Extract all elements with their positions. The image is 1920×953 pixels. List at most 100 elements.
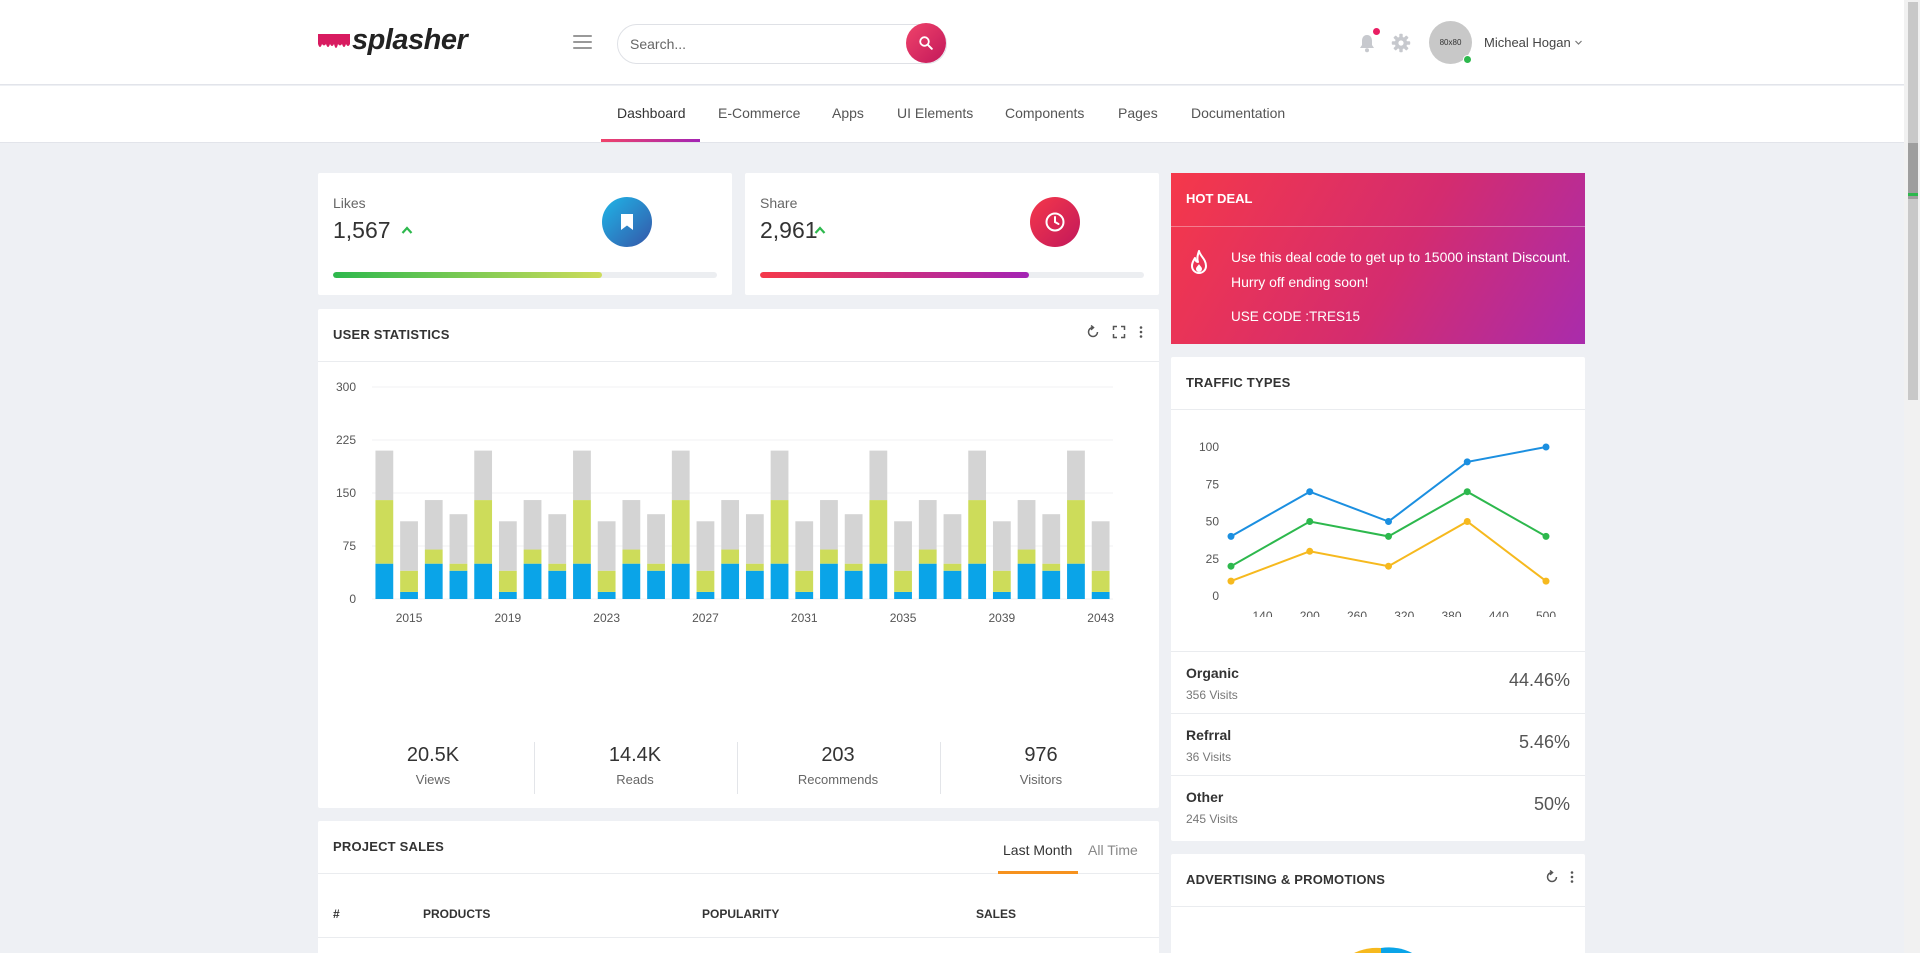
likes-progress-fill <box>333 272 602 278</box>
project-sales-title: PROJECT SALES <box>333 839 444 854</box>
bar-segment <box>745 563 764 571</box>
bar-segment <box>424 549 443 564</box>
likes-card: Likes 1,567 <box>318 173 732 295</box>
more-vertical-icon[interactable] <box>1134 325 1148 339</box>
y-tick-label: 150 <box>336 486 356 500</box>
refresh-icon[interactable] <box>1545 870 1559 884</box>
bar-segment <box>375 563 394 599</box>
metric-value: 14.4K <box>608 744 662 766</box>
main-nav: Dashboard E-Commerce Apps UI Elements Co… <box>0 86 1904 143</box>
bar-segment <box>844 570 863 599</box>
bar-segment <box>721 549 740 564</box>
bar-segment <box>918 549 937 564</box>
bar-segment <box>1091 521 1110 571</box>
likes-label: Likes <box>333 195 366 211</box>
more-vertical-icon[interactable] <box>1565 870 1579 884</box>
tab-active-indicator <box>998 871 1078 874</box>
arrow-up-icon <box>401 226 413 234</box>
nav-item-ui-elements[interactable]: UI Elements <box>897 105 974 121</box>
logo-drip-icon <box>318 33 350 48</box>
y-tick-label: 300 <box>336 380 356 394</box>
traffic-types-card: TRAFFIC TYPES 0 25 50 75 100 140 200 260 320 380 4… <box>1171 357 1585 841</box>
nav-item-pages[interactable]: Pages <box>1118 105 1158 121</box>
traffic-name: Organic <box>1186 665 1239 681</box>
column-header-popularity[interactable]: POPULARITY <box>702 907 780 921</box>
user-statistics-title: USER STATISTICS <box>333 327 450 342</box>
bar-segment <box>523 563 542 599</box>
bar-segment <box>894 521 912 571</box>
search-input[interactable] <box>630 25 890 63</box>
bar-segment <box>523 549 542 564</box>
bar-segment <box>474 450 493 501</box>
tab-last-month[interactable]: Last Month <box>1003 842 1073 858</box>
column-header-products[interactable]: PRODUCTS <box>423 907 491 921</box>
data-point <box>1542 532 1550 540</box>
chevron-down-icon[interactable] <box>1574 38 1583 47</box>
traffic-row-other: Other 245 Visits 50% <box>1171 775 1585 837</box>
bar-segment <box>597 570 616 592</box>
bar-segment <box>1017 563 1036 599</box>
bookmark-icon <box>621 214 633 230</box>
bar-segment <box>449 514 468 564</box>
bar-segment <box>424 500 443 550</box>
bar-segment <box>1067 500 1085 564</box>
hot-deal-title: HOT DEAL <box>1186 191 1253 206</box>
hamburger-menu-icon[interactable] <box>573 35 592 49</box>
brand-logo[interactable]: splasher <box>318 24 468 57</box>
bar-segment <box>375 450 394 501</box>
data-point <box>1463 458 1471 466</box>
bar-segment <box>1067 450 1085 501</box>
metric-value: 203 <box>821 744 855 766</box>
bell-icon[interactable] <box>1357 33 1377 53</box>
data-point <box>1385 518 1392 525</box>
data-point <box>1306 518 1314 525</box>
gear-icon[interactable] <box>1391 33 1411 53</box>
y-tick-label: 0 <box>1212 589 1219 603</box>
flame-icon <box>1191 250 1207 274</box>
scrollbar-thumb[interactable] <box>1908 2 1918 400</box>
data-point <box>1542 577 1550 585</box>
metric-value: 976 <box>1024 744 1058 766</box>
column-header-number: # <box>333 907 340 921</box>
traffic-name: Other <box>1186 789 1224 805</box>
bar-segment <box>918 500 937 550</box>
traffic-types-title: TRAFFIC TYPES <box>1186 375 1291 390</box>
nav-active-indicator <box>601 139 700 142</box>
bar-segment <box>1091 591 1110 599</box>
search-button[interactable] <box>906 23 946 63</box>
nav-item-dashboard[interactable]: Dashboard <box>617 105 686 121</box>
hot-deal-text: Use this deal code to get up to 15000 in… <box>1231 249 1571 290</box>
metric-reads: 14.4K Reads <box>580 744 690 787</box>
traffic-name: Refrral <box>1186 727 1232 743</box>
traffic-types-chart: 0 25 50 75 100 140 200 260 320 380 440 500 <box>1199 440 1556 617</box>
metric-label: Visitors <box>1019 772 1063 787</box>
x-tick-label: 2035 <box>890 611 917 625</box>
nav-item-apps[interactable]: Apps <box>832 105 864 121</box>
bar-segment <box>449 563 468 571</box>
x-tick-label: 2023 <box>593 611 620 625</box>
traffic-row-referral: Refrral 36 Visits 5.46% <box>1171 713 1585 775</box>
bar-segment <box>449 570 468 599</box>
likes-value: 1,567 <box>333 217 391 243</box>
nav-item-components[interactable]: Components <box>1005 105 1085 121</box>
tab-all-time[interactable]: All Time <box>1088 842 1138 858</box>
bar-segment <box>400 521 418 571</box>
bar-segment <box>992 591 1011 599</box>
column-header-sales[interactable]: SALES <box>976 907 1017 921</box>
y-tick-label: 100 <box>1199 440 1219 454</box>
bar-segment <box>597 521 616 571</box>
nav-item-ecommerce[interactable]: E-Commerce <box>718 105 801 121</box>
user-name[interactable]: Micheal Hogan <box>1484 35 1571 50</box>
nav-item-documentation[interactable]: Documentation <box>1191 105 1286 121</box>
page-scrollbar[interactable] <box>1904 0 1920 953</box>
x-tick-label: 140 <box>1252 609 1272 617</box>
fullscreen-icon[interactable] <box>1112 325 1126 339</box>
share-label: Share <box>760 195 798 211</box>
bar-segment <box>770 563 789 599</box>
bar-segment <box>498 591 517 599</box>
bar-segment <box>1067 563 1085 599</box>
traffic-visits: 356 Visits <box>1186 688 1238 702</box>
refresh-icon[interactable] <box>1086 325 1100 339</box>
share-icon-badge <box>1030 197 1080 247</box>
bar-segment <box>844 514 863 564</box>
